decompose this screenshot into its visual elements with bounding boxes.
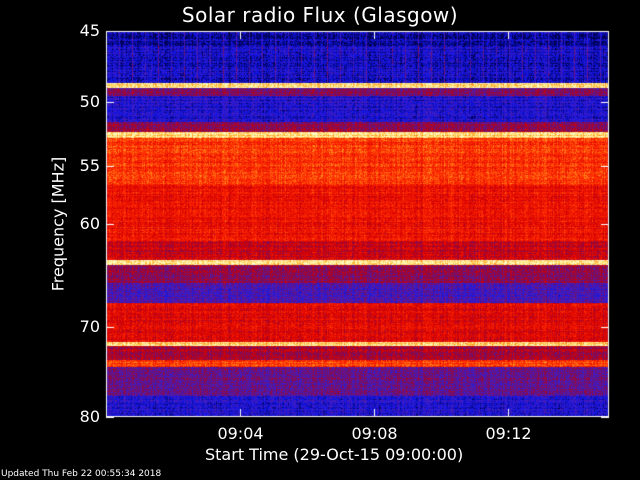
x-tick-label: 09:08 bbox=[351, 424, 398, 443]
y-tick-label: 45 bbox=[79, 20, 100, 40]
y-tick-label: 60 bbox=[79, 213, 100, 233]
y-tick-label: 50 bbox=[79, 91, 100, 111]
y-tick-label: 55 bbox=[79, 155, 100, 175]
updated-timestamp: Updated Thu Feb 22 00:55:34 2018 bbox=[1, 469, 162, 479]
y-axis-label: Frequency [MHz] bbox=[48, 156, 68, 292]
x-tick-label: 09:04 bbox=[217, 424, 264, 443]
chart-title: Solar radio Flux (Glasgow) bbox=[181, 3, 459, 27]
y-tick-label: 80 bbox=[79, 406, 100, 426]
x-axis-label: Start Time (29-Oct-15 09:00:00) bbox=[205, 445, 464, 464]
x-tick-label: 09:12 bbox=[485, 424, 532, 443]
y-tick-label: 70 bbox=[79, 316, 100, 336]
